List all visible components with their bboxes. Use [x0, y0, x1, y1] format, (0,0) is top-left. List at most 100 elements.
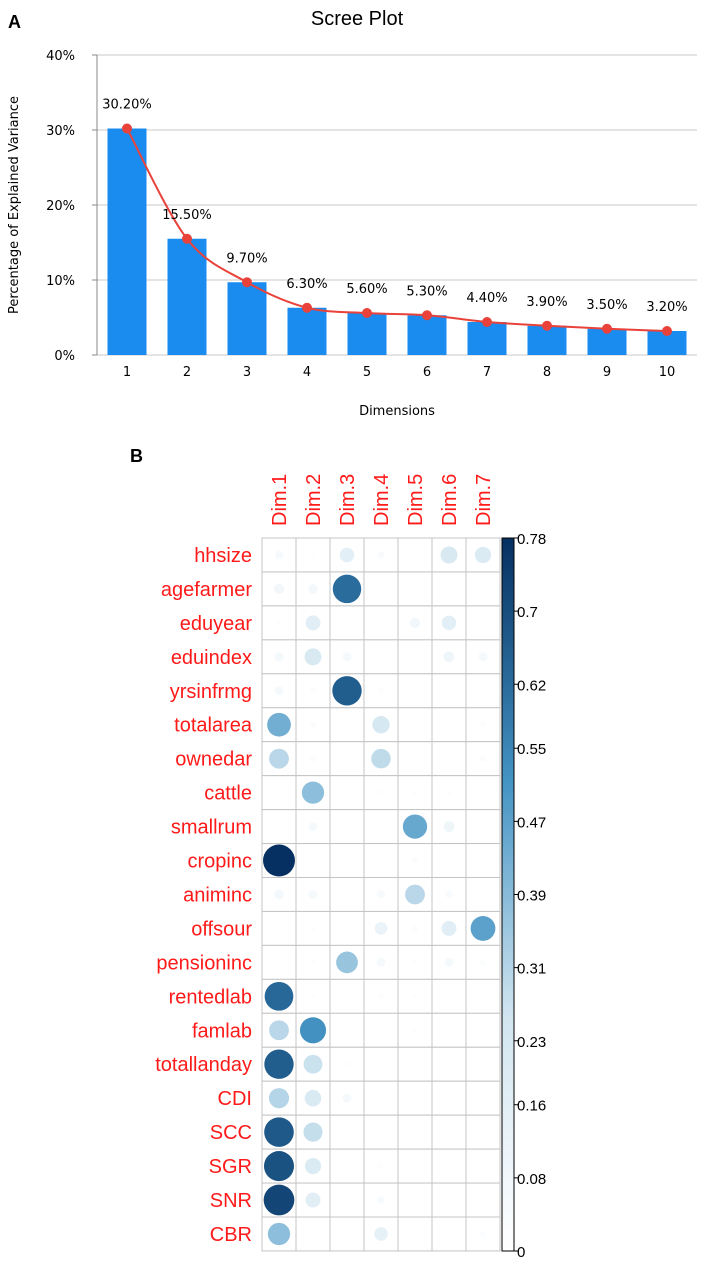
corr-column-label: Dim.4: [371, 474, 393, 526]
corr-circle: [310, 552, 316, 558]
corr-circle: [411, 857, 419, 864]
corr-circle: [303, 1122, 323, 1142]
corr-circle: [274, 550, 284, 560]
legend-tick-label: 0.62: [517, 677, 546, 694]
corr-circle: [274, 686, 284, 696]
corr-column-label: Dim.1: [269, 474, 291, 526]
corr-cell: [261, 775, 297, 811]
corr-circle: [310, 959, 316, 965]
corr-circle: [374, 922, 388, 935]
corr-row-label: eduyear: [180, 613, 253, 635]
corr-circle: [479, 755, 487, 762]
corr-circle: [440, 546, 458, 564]
corr-circle: [310, 993, 316, 999]
corr-circle: [481, 621, 485, 625]
scree-plot: Scree Plot 30.20% 15.50% 9.70% 6.30% 5.60% 5.…: [7, 8, 697, 419]
corr-circle: [441, 920, 457, 936]
scree-x-tick-label: 10: [659, 365, 676, 380]
scree-bar: [167, 238, 207, 355]
corr-column-label: Dim.3: [337, 474, 359, 526]
corr-cell: [465, 1012, 501, 1048]
scree-bar: [467, 322, 507, 355]
corr-cell: [363, 1046, 399, 1082]
corr-circle: [411, 925, 419, 932]
legend-tick-label: 0.39: [517, 888, 546, 905]
corr-cell: [329, 809, 365, 845]
corr-circle: [441, 615, 457, 631]
corr-row-label: agefarmer: [161, 579, 252, 601]
corr-cell: [397, 1182, 433, 1218]
corr-cell: [431, 707, 467, 743]
corr-circle: [273, 583, 285, 595]
corr-cell: [261, 809, 297, 845]
corr-circle: [310, 925, 316, 931]
corr-circle: [344, 1061, 350, 1067]
corr-circle: [412, 790, 418, 796]
corr-row-label: cropinc: [188, 851, 252, 873]
corr-row-label: offsour: [191, 918, 252, 940]
corr-circle: [274, 652, 284, 662]
corr-circle: [378, 688, 384, 694]
corr-cell: [329, 978, 365, 1014]
corr-circle: [470, 916, 496, 941]
scree-data-label: 6.30%: [286, 277, 327, 292]
corr-circle: [413, 756, 417, 761]
corr-circle: [374, 1227, 388, 1241]
corr-circle: [263, 1184, 295, 1216]
scree-bar: [407, 315, 447, 355]
corr-circle: [263, 1151, 295, 1182]
scree-data-label: 5.30%: [406, 284, 447, 299]
color-legend: 0 0.08 0.16 0.23 0.31 0.39 0.47 0.55 0.62 0.7 0.78: [501, 531, 546, 1261]
corr-cell: [397, 1216, 433, 1252]
corr-circle: [264, 981, 294, 1011]
corr-circle: [308, 584, 318, 594]
scree-x-tick-label: 9: [603, 365, 611, 380]
corr-cell: [465, 605, 501, 641]
corr-circle: [412, 959, 418, 965]
corr-circle: [446, 790, 452, 796]
corr-cell: [295, 1216, 331, 1252]
corr-circle: [304, 1157, 322, 1175]
corr-cell: [397, 1046, 433, 1082]
corr-circle: [305, 1192, 321, 1208]
panel-a-letter: A: [8, 12, 21, 32]
corr-cell: [329, 775, 365, 811]
scree-x-tick-label: 8: [543, 365, 551, 380]
corr-circle: [309, 721, 317, 728]
corr-circle: [299, 1017, 327, 1044]
legend-tick-label: 0.47: [517, 814, 546, 831]
scree-bar: [287, 307, 327, 355]
corr-cell: [397, 707, 433, 743]
corr-row-label: ownedar: [175, 749, 252, 771]
corr-row-label: hhsize: [194, 545, 252, 567]
corr-circle: [480, 722, 486, 728]
corr-cell: [431, 673, 467, 709]
corr-cell: [431, 1046, 467, 1082]
corr-cell: [329, 1148, 365, 1184]
corr-circle: [376, 957, 386, 967]
corr-circle: [301, 781, 325, 804]
scree-point: [302, 302, 312, 313]
corr-row-label: totalarea: [174, 715, 253, 737]
corr-circle: [409, 617, 421, 628]
scree-point: [422, 310, 432, 321]
corr-circle: [309, 755, 317, 762]
legend-tick-label: 0.23: [517, 1034, 546, 1051]
corr-cell: [431, 1216, 467, 1252]
corr-cell: [465, 571, 501, 607]
corr-circle: [481, 994, 485, 999]
corr-row-label: animinc: [183, 884, 252, 906]
corr-row-label: SGR: [209, 1156, 252, 1178]
scree-y-axis-label: Percentage of Explained Variance: [7, 96, 22, 314]
corr-cell: [431, 1182, 467, 1218]
scree-bar: [347, 313, 387, 355]
corr-row-label: pensioninc: [156, 952, 252, 974]
corr-cell: [465, 1182, 501, 1218]
corr-circle: [308, 822, 318, 832]
scree-x-tick-label: 3: [243, 365, 251, 380]
corr-cell: [261, 910, 297, 946]
corr-circle: [376, 890, 386, 899]
corr-cell: [397, 571, 433, 607]
corr-circle: [445, 890, 453, 899]
scree-point: [482, 317, 492, 327]
